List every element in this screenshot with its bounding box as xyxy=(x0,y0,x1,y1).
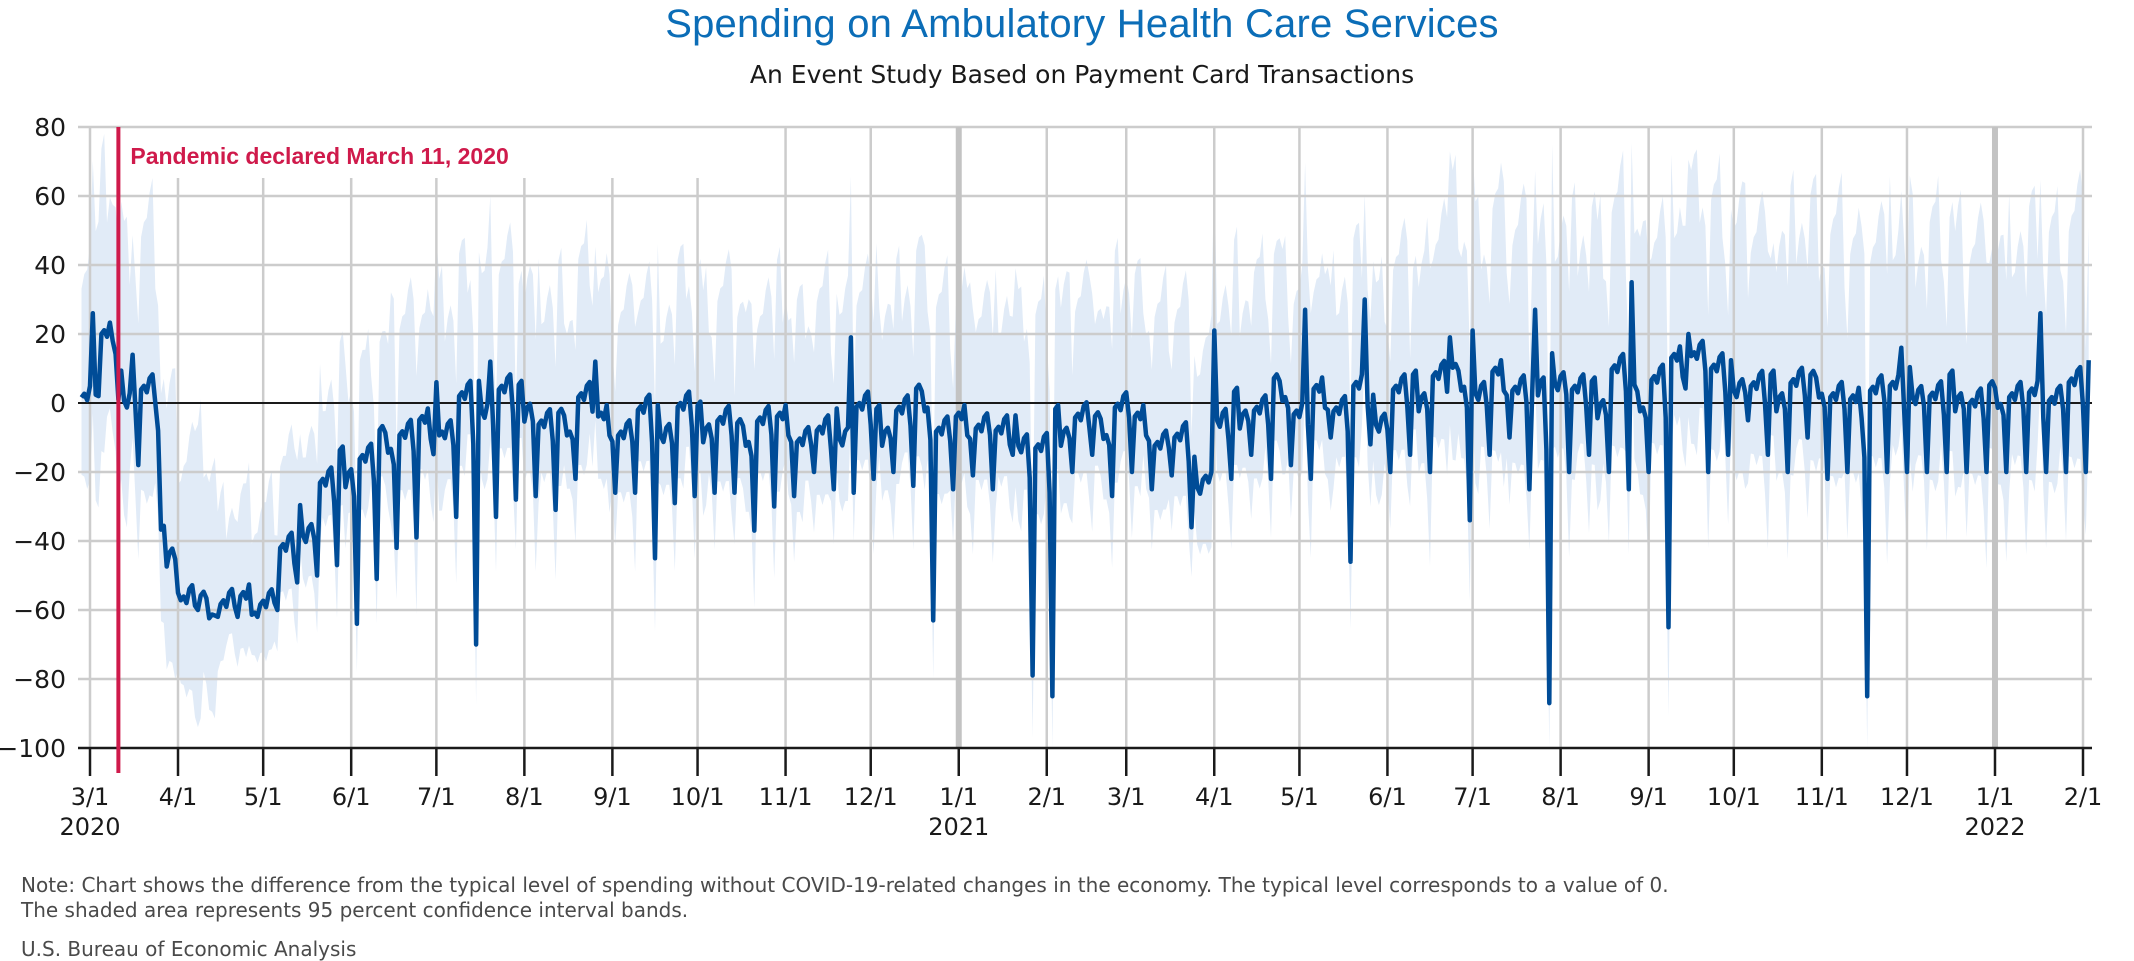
x-tick-label: 4/1 xyxy=(1195,783,1234,811)
spending-series-line xyxy=(79,280,2091,706)
y-tick-label: −40 xyxy=(13,527,66,556)
x-tick-label: 7/1 xyxy=(1453,783,1492,811)
annotation-layer: Pandemic declared March 11, 2020 xyxy=(116,127,509,773)
confidence-band-layer xyxy=(81,133,2089,748)
x-tick-label: 4/1 xyxy=(159,783,198,811)
x-tick-label: 1/1 xyxy=(939,783,978,811)
x-year-label: 2022 xyxy=(1964,813,2025,841)
chart-title: Spending on Ambulatory Health Care Servi… xyxy=(665,2,1499,46)
x-tick-label: 8/1 xyxy=(1541,783,1580,811)
chart-note-band: The shaded area represents 95 percent co… xyxy=(21,898,689,922)
x-tick-label: 3/1 xyxy=(71,783,110,811)
x-tick-label: 2/1 xyxy=(2064,783,2103,811)
y-tick-label: −60 xyxy=(13,596,66,625)
x-tick-label: 9/1 xyxy=(593,783,632,811)
x-tick-label: 6/1 xyxy=(332,783,371,811)
x-tick-label: 1/1 xyxy=(1976,783,2015,811)
series-line-layer xyxy=(79,280,2091,706)
x-tick-label: 2/1 xyxy=(1027,783,1066,811)
pandemic-annotation-label: Pandemic declared March 11, 2020 xyxy=(130,143,508,169)
x-tick-label: 5/1 xyxy=(1280,783,1319,811)
x-tick-label: 10/1 xyxy=(1707,783,1761,811)
y-tick-label: −80 xyxy=(13,665,66,694)
chart-subtitle: An Event Study Based on Payment Card Tra… xyxy=(749,60,1415,89)
x-tick-label: 12/1 xyxy=(844,783,898,811)
y-tick-label: 0 xyxy=(50,389,66,418)
x-tick-label: 8/1 xyxy=(505,783,544,811)
x-tick-label: 11/1 xyxy=(759,783,813,811)
chart-note: Note: Chart shows the difference from th… xyxy=(21,873,1669,897)
y-tick-label: −100 xyxy=(0,734,66,763)
x-tick-label: 6/1 xyxy=(1368,783,1407,811)
x-tick-label: 7/1 xyxy=(417,783,456,811)
x-tick-label: 12/1 xyxy=(1880,783,1934,811)
x-tick-label: 10/1 xyxy=(671,783,725,811)
y-tick-label: −20 xyxy=(13,458,66,487)
x-tick-label: 3/1 xyxy=(1107,783,1146,811)
y-tick-label: 60 xyxy=(34,182,66,211)
x-year-label: 2021 xyxy=(928,813,989,841)
x-tick-label: 9/1 xyxy=(1629,783,1668,811)
source-credit: U.S. Bureau of Economic Analysis xyxy=(21,937,357,961)
y-tick-label: 40 xyxy=(34,251,66,280)
x-tick-label: 11/1 xyxy=(1795,783,1849,811)
y-tick-label: 20 xyxy=(34,320,66,349)
confidence-band xyxy=(81,133,2089,748)
x-tick-label: 5/1 xyxy=(244,783,283,811)
x-year-label: 2020 xyxy=(59,813,120,841)
y-tick-label: 80 xyxy=(34,113,66,142)
